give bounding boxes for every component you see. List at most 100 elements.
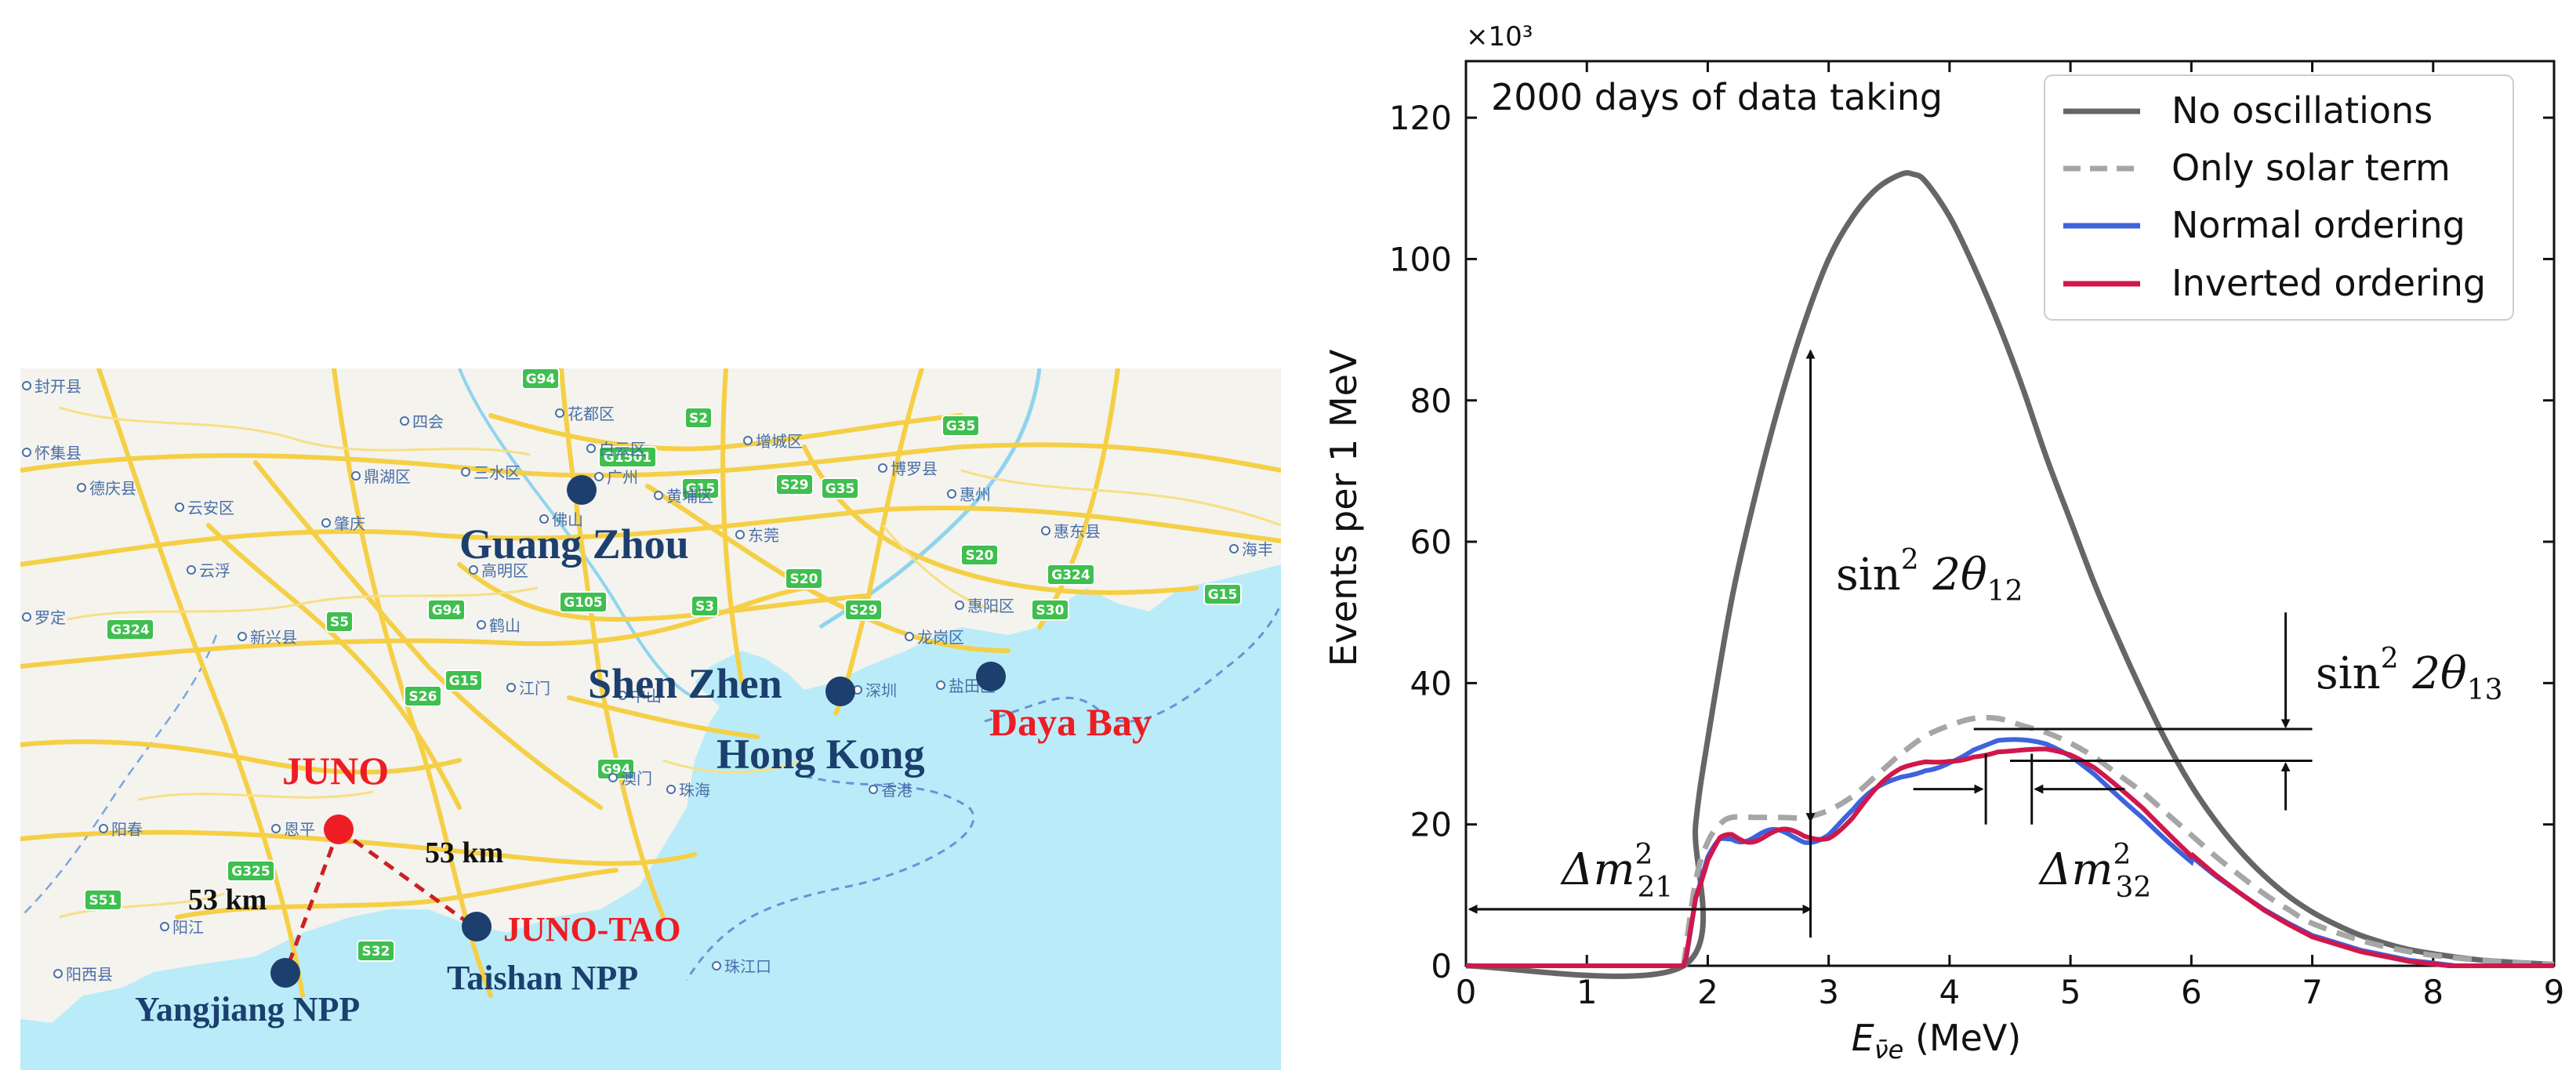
map-canvas: G94 G1501 S2 G35 S29 G35 G15 S20 G324 G15 G324 S5 G9… <box>20 368 1281 1070</box>
highway-shield-g94a <box>521 368 560 390</box>
x-tick-label-2: 2 <box>1697 973 1718 1011</box>
annotation-dm32-sub: 32 <box>2115 872 2151 904</box>
annotation-dm21-sub: 21 <box>1637 872 1673 904</box>
x-tick-label-4: 4 <box>1939 973 1961 1011</box>
highway-label-s5: S5 <box>330 615 349 630</box>
x-tick-label-6: 6 <box>2181 973 2202 1011</box>
place-dot-sihui <box>400 416 409 426</box>
highway-label-s30: S30 <box>1036 603 1065 619</box>
place-dot-zengcheng <box>743 436 753 445</box>
highway-shield-g15a <box>681 477 720 499</box>
place-label-baiyun: 白云区 <box>599 440 646 459</box>
highway-label-g105: G105 <box>564 595 602 611</box>
place-label-zhujiangkou: 珠江口 <box>724 957 771 976</box>
maritime-boundary <box>984 603 1281 723</box>
region-map: G94 G1501 S2 G35 S29 G35 G15 S20 G324 G15 G324 S5 G9… <box>20 368 1281 1070</box>
series-line-inverted-ordering <box>1466 746 2554 968</box>
place-label-heshan: 鹤山 <box>489 616 521 635</box>
place-label-kaiping: 封开县 <box>34 377 82 396</box>
place-dot-kaiping <box>22 381 31 390</box>
place-dot-yantian <box>936 680 945 690</box>
highway-label-g35b: G35 <box>825 481 855 497</box>
x-tick-label-8: 8 <box>2422 973 2444 1011</box>
place-dot-yunfu <box>187 565 196 575</box>
river-2 <box>458 368 695 699</box>
place-dot-dinghu <box>351 471 361 481</box>
annotation-sin13-base: sin <box>2316 648 2381 699</box>
x-axis-label: Eν̄e (MeV) <box>1852 1017 2022 1065</box>
place-label-dongguan: 东莞 <box>748 526 779 545</box>
juno-marker <box>324 814 354 844</box>
highway-label-g15a: G15 <box>686 481 716 497</box>
guangzhou-marker <box>567 475 597 505</box>
sea-area-inlet <box>695 651 804 721</box>
highway-shield-g324a <box>1047 564 1095 586</box>
plot-frame <box>1464 60 2556 967</box>
place-dot-haifeng <box>1229 544 1239 553</box>
place-label-foshan: 佛山 <box>552 510 583 529</box>
place-dot-huaiji <box>22 448 31 457</box>
maritime-boundary-2 <box>685 775 975 981</box>
place-label-huiyang: 惠阳区 <box>967 597 1014 615</box>
place-label-sanshui: 三水区 <box>473 463 521 482</box>
highway-shield-g15c <box>444 669 483 691</box>
highway-shield-s3 <box>691 595 719 617</box>
x-tick-label-5: 5 <box>2060 973 2081 1011</box>
highway-shield-g94b <box>427 599 466 621</box>
place-dot-zhujiangkou <box>712 961 721 970</box>
highway-label-g324a: G324 <box>1051 568 1090 583</box>
annotation-sin12-sup: 2 <box>1901 544 1919 576</box>
place-dot-xinxing <box>238 632 247 641</box>
dayabay-label: Daya Bay <box>989 700 1152 744</box>
x-axis-label-unit: (MeV) <box>1903 1017 2021 1059</box>
hongkong-label: Hong Kong <box>717 731 925 778</box>
place-dot-foshan <box>539 514 549 524</box>
place-dot-huizhou <box>947 489 956 499</box>
place-label-hk-cn: 香港 <box>881 781 912 800</box>
annotation-dm21-sup: 2 <box>1635 839 1653 871</box>
place-dot-gaoming <box>469 565 478 575</box>
place-label-gaoming: 高明区 <box>481 561 528 580</box>
highway-shield-g105 <box>559 591 608 613</box>
juno-yangjiang-link <box>283 829 341 974</box>
highway-label-g35: G35 <box>946 419 976 434</box>
annotation-arrows <box>1468 349 2313 938</box>
y-tick-label-80: 80 <box>1410 382 1452 420</box>
x-tick-label-7: 7 <box>2302 973 2323 1011</box>
y-tick-label-100: 100 <box>1389 240 1452 278</box>
x-tick-label-3: 3 <box>1818 973 1839 1011</box>
annotation-sin13: sin2 2θ13 <box>2316 643 2503 706</box>
place-dot-boluo <box>878 463 887 473</box>
place-label-sihui: 四会 <box>412 412 444 431</box>
highway-shield-g325 <box>227 860 275 882</box>
y-tick-label-40: 40 <box>1410 664 1452 702</box>
highway-shield-s51 <box>84 889 122 911</box>
y-tick-label-20: 20 <box>1410 806 1452 844</box>
y-tick-label-120: 120 <box>1389 99 1452 137</box>
annotation-sin13-mid: 2θ <box>2399 648 2467 699</box>
place-dot-macau <box>608 773 618 782</box>
highway-shield-s2 <box>684 407 713 429</box>
annotation-sin12-sub: 12 <box>1987 575 2023 608</box>
place-label-yangchun: 阳春 <box>111 820 143 839</box>
y-axis-label: Events per 1 MeV <box>1322 349 1365 666</box>
legend-label-solar: Only solar term <box>2171 147 2451 189</box>
annotation-dm32-base: Δm <box>2038 844 2113 895</box>
x-axis-label-main: E <box>1852 1017 1874 1059</box>
annotation-sin12-base: sin <box>1836 550 1901 600</box>
place-label-yangxi: 阳西县 <box>66 965 113 984</box>
shenzhen-label: Shen Zhen <box>588 660 782 707</box>
place-dot-jiangmen <box>506 683 516 692</box>
highway-shield-s29b <box>844 599 883 621</box>
highway-shield-s5 <box>325 611 354 633</box>
annotation-sin13-sup: 2 <box>2381 643 2399 675</box>
yangjiang-label: Yangjiang NPP <box>135 990 360 1029</box>
highway-label-g94a: G94 <box>526 372 556 387</box>
highway-shield-s30 <box>1031 599 1069 621</box>
place-dot-yangxi <box>53 969 63 978</box>
highway-label-g15b: G15 <box>1208 587 1238 603</box>
highway-label-g15c: G15 <box>449 673 479 689</box>
place-label-zhaoqing: 肇庆 <box>334 514 365 533</box>
distance-label-taishan: 53 km <box>425 836 503 869</box>
